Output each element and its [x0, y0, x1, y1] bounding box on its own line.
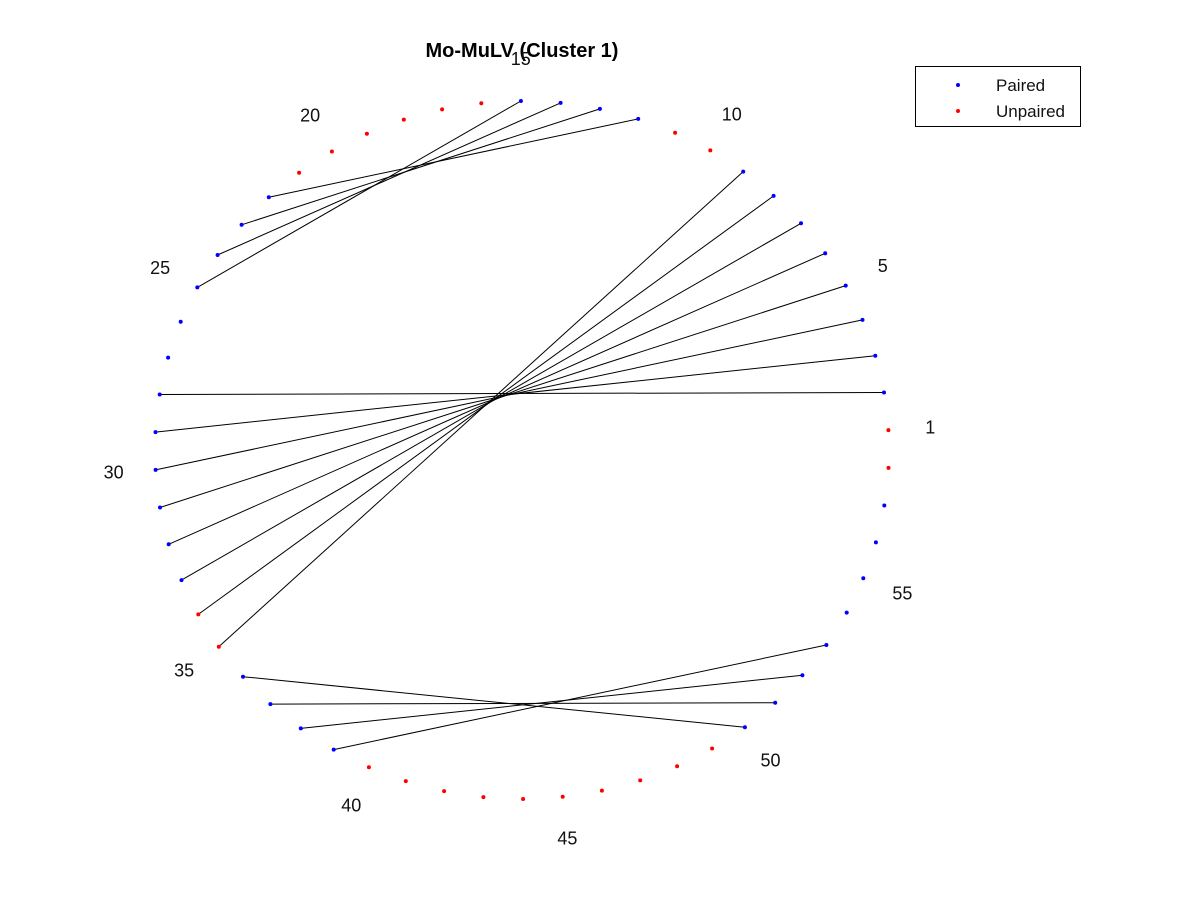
paired-point	[773, 700, 778, 705]
legend: Paired Unpaired	[915, 66, 1081, 127]
paired-point	[266, 195, 271, 200]
paired-point	[166, 542, 171, 547]
paired-point	[298, 726, 303, 731]
paired-point	[178, 319, 183, 324]
paired-point	[215, 253, 220, 257]
paired-point	[873, 540, 878, 545]
paired-point	[799, 221, 803, 226]
paired-point	[741, 169, 746, 174]
unpaired-point	[886, 428, 891, 433]
position-label: 15	[511, 49, 531, 69]
legend-marker-unpaired	[956, 109, 960, 113]
paired-point	[742, 725, 747, 730]
paired-point	[179, 578, 184, 583]
paired-point	[195, 285, 200, 290]
position-label: 35	[174, 660, 194, 680]
position-label: 55	[892, 584, 912, 604]
pair-line	[270, 702, 776, 705]
unpaired-point	[366, 765, 371, 770]
unpaired-point	[479, 101, 484, 106]
position-label: 50	[760, 751, 780, 771]
chart-title: Mo-MuLV (Cluster 1)	[426, 40, 619, 62]
pair-line	[268, 118, 639, 198]
paired-point	[166, 355, 171, 360]
pair-line	[197, 100, 522, 288]
legend-label-paired: Paired	[996, 76, 1045, 95]
position-label: 40	[341, 795, 361, 815]
unpaired-point	[216, 644, 221, 649]
paired-point	[331, 747, 336, 752]
unpaired-point	[196, 612, 201, 617]
legend-marker-paired	[956, 83, 960, 87]
position-label: 25	[150, 258, 170, 278]
pair-line	[300, 674, 803, 729]
unpaired-point	[886, 465, 891, 470]
paired-point	[861, 576, 866, 581]
unpaired-point	[364, 131, 369, 136]
position-label: 10	[722, 104, 742, 124]
unpaired-point	[675, 764, 680, 769]
unpaired-point	[297, 170, 302, 175]
legend-label-unpaired: Unpaired	[996, 102, 1065, 121]
paired-point	[239, 222, 244, 227]
pair-line	[241, 108, 601, 226]
paired-point	[882, 503, 887, 508]
paired-point	[158, 505, 162, 510]
unpaired-point	[521, 797, 526, 801]
paired-point	[241, 674, 245, 679]
paired-point	[873, 353, 878, 358]
pair-line	[218, 171, 744, 648]
paired-point	[157, 392, 162, 397]
position-label: 45	[557, 829, 577, 849]
unpaired-point	[673, 130, 678, 135]
unpaired-point	[403, 779, 408, 784]
paired-point	[153, 467, 158, 472]
unpaired-point	[440, 107, 445, 112]
pair-line	[242, 676, 745, 728]
paired-point	[882, 390, 886, 395]
paired-point	[636, 116, 641, 121]
paired-point	[153, 430, 158, 435]
unpaired-point	[481, 795, 486, 800]
paired-point	[558, 100, 563, 105]
position-label: 5	[878, 256, 888, 276]
pair-line	[217, 102, 561, 256]
unpaired-point	[708, 148, 713, 153]
paired-point	[823, 251, 828, 256]
unpaired-point	[401, 117, 406, 122]
paired-point	[843, 283, 848, 288]
paired-point	[771, 193, 776, 198]
nucleotide-points	[153, 99, 891, 801]
unpaired-point	[329, 149, 334, 154]
unpaired-point	[599, 788, 604, 793]
position-label: 20	[300, 106, 320, 126]
unpaired-point	[710, 746, 715, 751]
unpaired-point	[638, 778, 643, 783]
legend-box	[915, 66, 1081, 127]
paired-point	[844, 610, 849, 615]
paired-point	[860, 317, 865, 322]
position-label: 30	[104, 462, 124, 482]
paired-point	[597, 106, 602, 111]
paired-point	[824, 643, 829, 647]
position-label: 1	[925, 418, 935, 438]
pair-lines	[155, 100, 885, 751]
paired-point	[518, 99, 523, 103]
pair-line	[333, 644, 827, 751]
paired-point	[800, 673, 805, 678]
unpaired-point	[560, 794, 565, 799]
paired-point	[268, 702, 273, 707]
unpaired-point	[442, 789, 447, 794]
